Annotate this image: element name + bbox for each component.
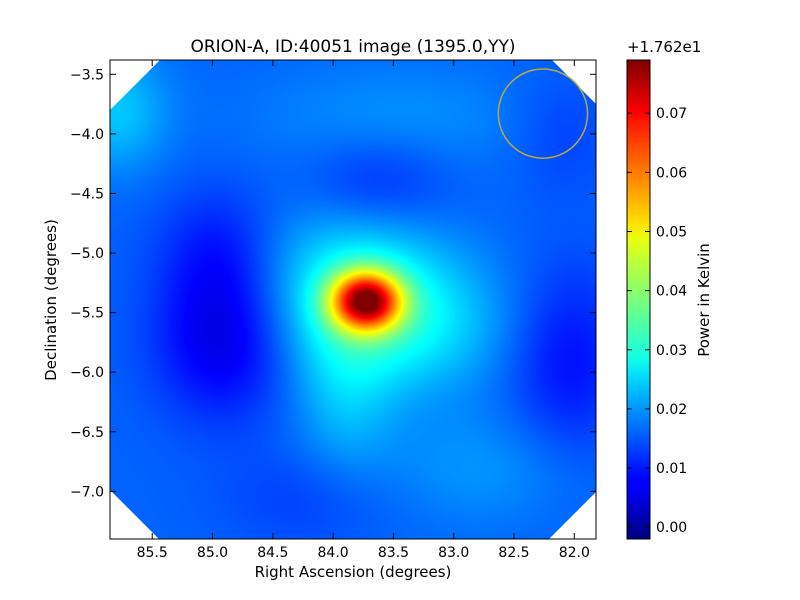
- colorbar-tick-label: 0.00: [656, 520, 687, 536]
- masked-corner-top-left: [110, 60, 160, 110]
- y-tick-label: −7.0: [70, 484, 104, 500]
- x-tick-label: 82.5: [498, 545, 529, 561]
- heatmap-image: [110, 60, 596, 539]
- y-tick-label: −4.5: [70, 186, 104, 202]
- x-tick-label: 84.0: [318, 545, 349, 561]
- colorbar-tick-label: 0.07: [656, 106, 687, 122]
- plot-frame: [109, 59, 597, 540]
- colorbar-tick-label: 0.05: [656, 224, 687, 240]
- masked-corner-bottom-left: [110, 490, 159, 539]
- x-tick-label: 85.0: [197, 545, 228, 561]
- y-tick-label: −6.5: [70, 425, 104, 441]
- y-tick-label: −5.5: [70, 306, 104, 322]
- y-tick-label: −5.0: [70, 246, 104, 262]
- y-tick-label: −4.0: [70, 127, 104, 143]
- y-axis-label: Declination (degrees): [42, 219, 60, 381]
- colorbar-gradient: [627, 60, 650, 539]
- masked-corner-bottom-right: [549, 492, 596, 539]
- y-tick-label: −6.0: [70, 365, 104, 381]
- x-tick-label: 84.5: [257, 545, 288, 561]
- chart-title: ORION-A, ID:40051 image (1395.0,YY): [190, 37, 515, 57]
- x-tick-label: 83.5: [378, 545, 409, 561]
- heatmap-area: [109, 59, 597, 540]
- heatmap-image-holder: [110, 60, 596, 539]
- x-axis-label: Right Ascension (degrees): [255, 563, 452, 581]
- colorbar-frame: [626, 59, 651, 540]
- beam-circle: [497, 68, 589, 159]
- x-tick-label: 85.5: [137, 545, 168, 561]
- colorbar-offset-text: +1.762e1: [627, 38, 701, 56]
- x-tick-label: 82.0: [559, 545, 590, 561]
- x-tick-label: 83.0: [438, 545, 469, 561]
- x-axis: 85.5 85.0 84.5 84.0 83.5 83.0 82.5 82.0: [137, 60, 590, 561]
- colorbar: 0.00 0.01 0.02 0.03 0.04 0.05 0.06 0.07 +1.762e…: [626, 38, 713, 540]
- colorbar-label: Power in Kelvin: [695, 243, 713, 357]
- y-tick-label: −3.5: [70, 67, 104, 83]
- colorbar-tick-label: 0.02: [656, 402, 687, 418]
- y-axis: −3.5 −4.0 −4.5 −5.0 −5.5 −6.0 −6.5 −7.0: [70, 67, 596, 500]
- colorbar-tick-label: 0.06: [656, 165, 687, 181]
- colorbar-ticks: 0.00 0.01 0.02 0.03 0.04 0.05 0.06 0.07: [627, 106, 687, 536]
- colorbar-tick-label: 0.01: [656, 461, 687, 477]
- colorbar-tick-label: 0.03: [656, 343, 687, 359]
- colorbar-tick-label: 0.04: [656, 284, 687, 300]
